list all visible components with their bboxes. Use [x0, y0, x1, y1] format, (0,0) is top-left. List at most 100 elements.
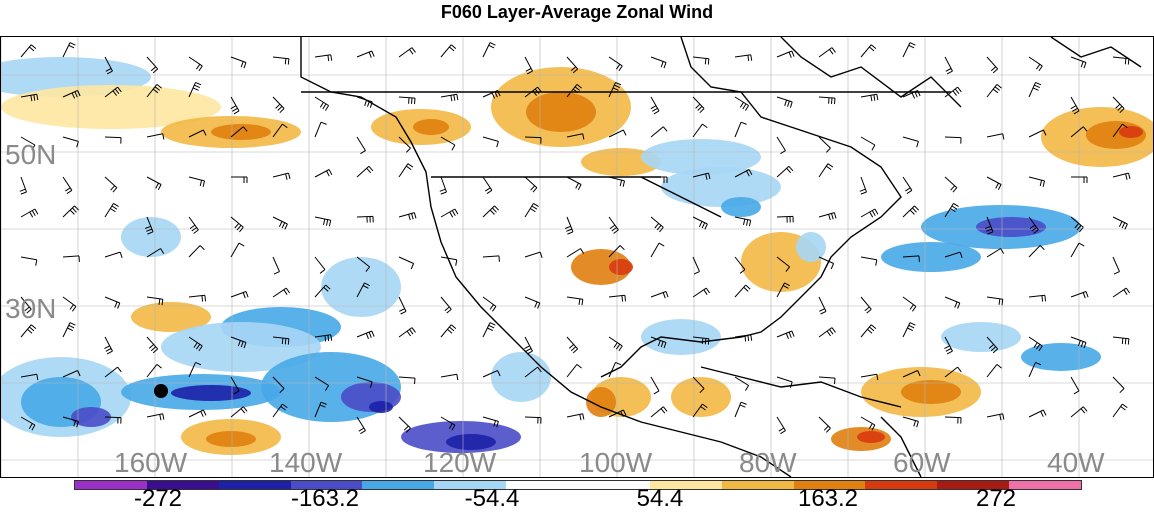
wind-barb-flag: [708, 339, 709, 345]
wind-barb-flag: [993, 89, 998, 93]
wind-barb: [147, 57, 158, 69]
wind-barb-flag: [705, 224, 708, 229]
wind-barb-flag: [365, 100, 367, 106]
wind-barb: [273, 288, 286, 297]
wind-barb: [105, 177, 117, 188]
wind-barb-flag: [655, 223, 659, 228]
wind-barb: [1113, 404, 1122, 417]
wind-barb-flag: [944, 346, 949, 349]
wind-barb-flag: [620, 246, 624, 250]
wind-barb-flag: [163, 414, 164, 420]
wind-shade-blob: [369, 401, 393, 413]
wind-barb-flag: [953, 91, 957, 96]
wind-barb: [1029, 57, 1042, 66]
wind-barb-flag: [1041, 411, 1044, 416]
wind-barb: [777, 417, 786, 431]
wind-barb-flag: [72, 306, 76, 311]
wind-barb-flag: [366, 333, 368, 339]
wind-barb: [693, 124, 702, 137]
wind-barb-flag: [780, 431, 785, 434]
wind-barb-flag: [666, 292, 668, 298]
wind-barb: [105, 337, 113, 351]
wind-barb-flag: [490, 43, 495, 46]
wind-barb: [399, 377, 415, 378]
wind-barb-flag: [1121, 407, 1126, 411]
wind-barb-flag: [1125, 338, 1126, 344]
wind-barb-flag: [824, 426, 828, 430]
wind-barb: [1029, 82, 1036, 97]
wind-shade-blob: [526, 92, 596, 132]
wind-barb-flag: [741, 122, 747, 124]
wind-barb-flag: [454, 95, 455, 101]
wind-barb-flag: [744, 219, 745, 225]
wind-shade-blob: [413, 119, 449, 135]
wind-barb-flag: [910, 43, 915, 46]
wind-barb-flag: [1122, 404, 1127, 408]
wind-barb-flag: [286, 174, 288, 180]
wind-barb-flag: [1081, 409, 1085, 414]
wind-barb-flag: [696, 104, 700, 108]
wind-barb-flag: [485, 188, 490, 191]
wind-barb-flag: [789, 166, 793, 171]
wind-barb-flag: [748, 335, 749, 341]
wind-barb: [315, 217, 331, 220]
wind-barb: [693, 217, 707, 224]
wind-barb: [315, 257, 325, 270]
wind-barb-flag: [744, 287, 749, 291]
wind-barb: [105, 417, 121, 418]
wind-barb: [273, 217, 287, 224]
wind-barb-flag: [1122, 223, 1125, 228]
wind-barb-flag: [104, 346, 109, 349]
wind-barb-flag: [323, 104, 326, 109]
lon-label-60w: 60W: [893, 449, 951, 477]
wind-barb-flag: [369, 52, 371, 58]
wind-barb-flag: [1083, 293, 1085, 299]
wind-barb: [147, 337, 158, 349]
wind-barb: [1113, 257, 1120, 272]
wind-barb: [231, 57, 246, 63]
wind-barb-flag: [111, 186, 115, 191]
wind-barb: [651, 127, 663, 137]
wind-barb-flag: [702, 223, 705, 228]
wind-barb-flag: [740, 102, 743, 107]
wind-barb-flag: [830, 49, 834, 54]
wind-barb-flag: [412, 328, 416, 333]
wind-barb-flag: [490, 305, 494, 310]
wind-barb-flag: [359, 428, 364, 431]
wind-barb-flag: [1124, 290, 1127, 295]
wind-barb-flag: [827, 331, 831, 336]
wind-barb: [777, 166, 789, 177]
wind-barb-flag: [532, 206, 537, 209]
wind-barb-flag: [452, 211, 455, 216]
wind-barb-flag: [582, 299, 583, 305]
wind-barb-flag: [876, 260, 877, 266]
wind-barb-flag: [1040, 246, 1044, 250]
wind-barb: [441, 297, 451, 309]
colorbar-tick: 272: [976, 486, 1016, 511]
wind-barb-flag: [1034, 85, 1040, 88]
wind-barb: [1071, 407, 1083, 417]
wind-barb-flag: [409, 214, 411, 220]
wind-barb-flag: [872, 211, 875, 216]
wind-barb-flag: [414, 213, 416, 219]
wind-barb-flag: [826, 166, 831, 169]
wind-barb-flag: [705, 58, 706, 64]
wind-barb-flag: [447, 329, 452, 333]
wind-barb-flag: [524, 346, 529, 349]
wind-barb: [399, 97, 415, 98]
wind-barb-flag: [1042, 296, 1043, 302]
wind-barb: [483, 323, 490, 337]
wind-barb: [63, 256, 79, 257]
wind-barb: [651, 377, 659, 391]
wind-barb-flag: [1119, 221, 1122, 226]
wind-barb: [273, 97, 284, 109]
wind-shade-blob: [1119, 126, 1143, 138]
wind-barb-flag: [567, 232, 573, 234]
wind-barb: [903, 43, 910, 57]
wind-barb: [357, 166, 369, 177]
wind-shade-blob: [796, 232, 826, 262]
wind-barb-flag: [905, 188, 910, 191]
wind-barb: [693, 97, 704, 109]
wind-barb-flag: [1128, 339, 1129, 345]
wind-barb: [987, 134, 1003, 137]
